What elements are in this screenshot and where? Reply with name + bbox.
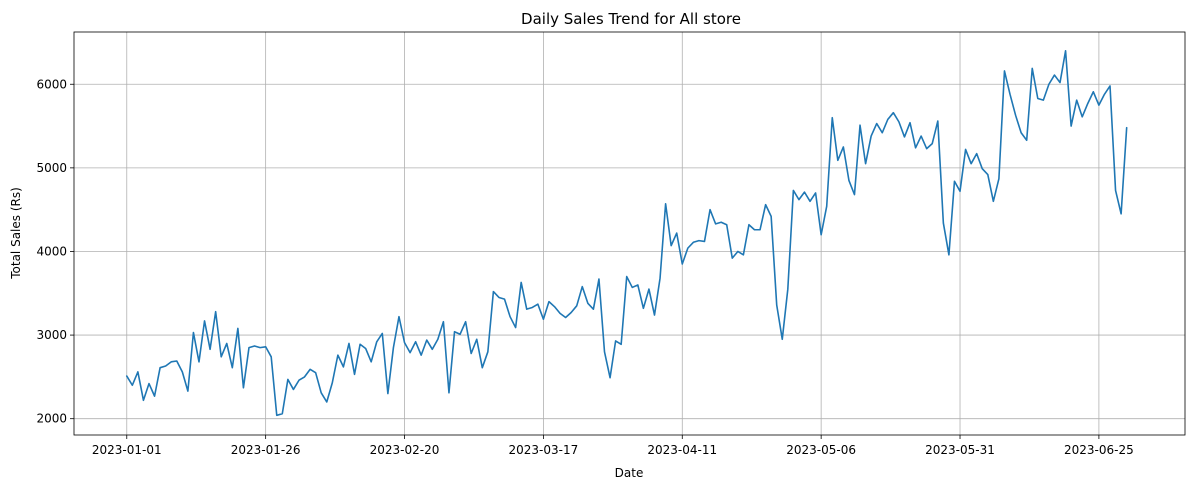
chart-title: Daily Sales Trend for All store: [521, 10, 741, 28]
x-tick-label: 2023-03-17: [509, 443, 579, 457]
y-tick-label: 6000: [36, 77, 67, 91]
y-axis-label: Total Sales (Rs): [9, 187, 23, 280]
x-tick-label: 2023-02-20: [370, 443, 440, 457]
x-tick-label: 2023-05-06: [786, 443, 856, 457]
y-axis: 2000 3000 4000 5000 6000: [36, 77, 74, 426]
plot-area: [125, 50, 1128, 417]
y-tick-label: 2000: [36, 412, 67, 426]
y-tick-label: 3000: [36, 328, 67, 342]
x-axis-label: Date: [615, 466, 644, 480]
x-tick-label: 2023-01-26: [231, 443, 301, 457]
x-axis: 2023-01-01 2023-01-26 2023-02-20 2023-03-17…: [92, 435, 1134, 457]
x-tick-label: 2023-06-25: [1064, 443, 1134, 457]
axes-frame: [73, 31, 1186, 436]
y-tick-label: 5000: [36, 161, 67, 175]
x-tick-label: 2023-05-31: [925, 443, 995, 457]
x-tick-label: 2023-01-01: [92, 443, 162, 457]
gridlines: [74, 32, 1185, 435]
x-tick-label: 2023-04-11: [647, 443, 717, 457]
series-line: [125, 50, 1128, 417]
y-tick-label: 4000: [36, 244, 67, 258]
